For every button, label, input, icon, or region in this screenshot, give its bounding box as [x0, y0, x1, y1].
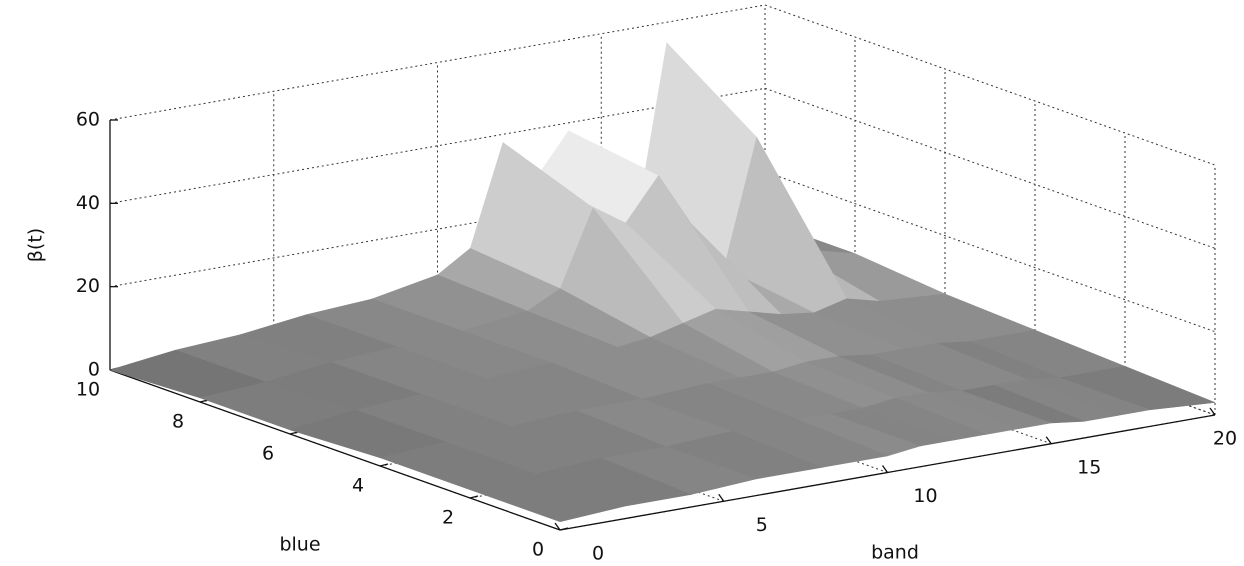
tick-mark: [1209, 407, 1216, 416]
tick-mark: [379, 463, 389, 467]
x-tick-label: 5: [756, 514, 768, 536]
surface-patch: [468, 473, 627, 522]
grid-line: [109, 87, 766, 204]
tick-mark: [469, 495, 479, 499]
tick-mark: [718, 493, 725, 502]
y-tick-label: 2: [442, 507, 454, 529]
grid-line: [109, 171, 766, 288]
x-tick-label: 10: [913, 485, 937, 507]
x-tick-label: 0: [592, 543, 604, 565]
tick-mark: [559, 527, 569, 531]
grid-line: [764, 87, 1216, 249]
tick-mark: [554, 522, 561, 531]
y-axis-label: blue: [279, 534, 320, 556]
z-axis-label: β(t): [25, 228, 47, 262]
z-tick-label: 20: [76, 275, 100, 297]
grid-line: [109, 4, 766, 121]
y-tick-label: 4: [352, 475, 364, 497]
tick-mark: [289, 431, 299, 435]
axis-line: [109, 369, 561, 531]
y-tick-label: 10: [76, 379, 100, 401]
z-tick-label: 0: [88, 359, 100, 381]
tick-mark: [1045, 436, 1052, 445]
x-tick-label: 15: [1077, 456, 1101, 478]
grid-line: [764, 4, 1216, 166]
z-tick-label: 60: [76, 109, 100, 131]
y-tick-label: 6: [262, 443, 274, 465]
z-tick-label: 40: [76, 192, 100, 214]
x-axis-label: band: [871, 542, 919, 564]
y-tick-label: 0: [532, 539, 544, 561]
tick-mark: [881, 465, 889, 473]
y-tick-label: 8: [172, 411, 184, 433]
x-tick-label: 20: [1213, 428, 1237, 450]
